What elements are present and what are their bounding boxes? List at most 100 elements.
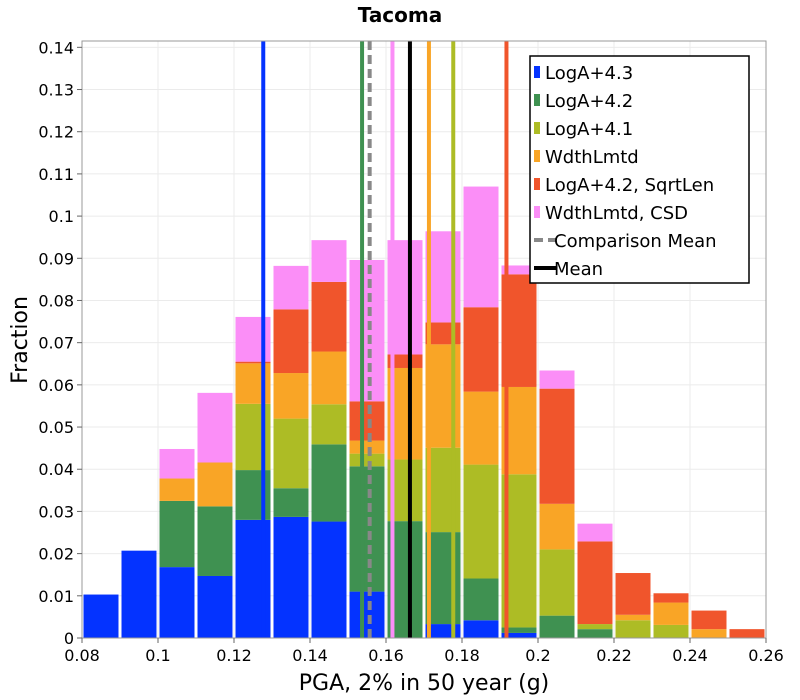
bar-segment-6 <box>159 448 195 479</box>
chart-title: Tacoma <box>358 3 443 27</box>
legend-swatch <box>534 178 540 190</box>
bar-segment-5 <box>615 573 651 615</box>
bar-segment-3 <box>539 549 575 616</box>
bar-segment-6 <box>577 523 613 542</box>
y-tick-label: 0.13 <box>38 81 74 100</box>
bar-segment-4 <box>615 614 651 621</box>
bar-segment-3 <box>463 464 499 579</box>
x-tick-label: 0.16 <box>368 646 404 665</box>
y-tick-label: 0.07 <box>38 334 74 353</box>
bar-segment-4 <box>159 478 195 501</box>
legend-label: Comparison Mean <box>554 231 717 252</box>
bar-segment-6 <box>539 370 575 389</box>
bar-segment-2 <box>197 506 233 576</box>
bar-segment-2 <box>463 578 499 621</box>
bar-segment-6 <box>197 392 233 463</box>
x-tick-label: 0.1 <box>145 646 170 665</box>
legend-swatch <box>534 66 540 78</box>
bar-segment-5 <box>539 388 575 504</box>
bar-segment-5 <box>349 401 385 441</box>
bar-segment-1 <box>349 591 385 638</box>
y-tick-label: 0.08 <box>38 291 74 310</box>
y-tick-label: 0 <box>64 629 74 648</box>
bar-segment-4 <box>349 440 385 454</box>
bar-segment-4 <box>539 503 575 550</box>
bar-segment-3 <box>273 418 309 489</box>
bar-segment-4 <box>197 462 233 507</box>
bar-segment-2 <box>159 500 195 568</box>
y-tick-label: 0.01 <box>38 587 74 606</box>
bar-segment-2 <box>501 627 537 633</box>
legend: LogA+4.3 LogA+4.2 LogA+4.1 WdthLmtd LogA+4.2… <box>529 55 750 284</box>
bar-segment-1 <box>311 521 347 638</box>
bar-segment-1 <box>463 620 499 638</box>
legend-label: LogA+4.2, SqrtLen <box>545 175 714 196</box>
bar-segment-6 <box>311 240 347 282</box>
x-tick-label: 0.14 <box>292 646 328 665</box>
bar-segment-3 <box>577 624 613 630</box>
bar-segment-3 <box>349 453 385 467</box>
legend-label: WdthLmtd, CSD <box>545 203 688 224</box>
bar-segment-5 <box>387 354 423 368</box>
bar-segment-6 <box>501 265 537 275</box>
legend-swatch <box>534 150 540 162</box>
bar-segment-4 <box>311 351 347 405</box>
x-tick-label: 0.12 <box>216 646 252 665</box>
legend-label: Mean <box>554 259 603 280</box>
bar-segment-4 <box>691 629 727 638</box>
y-tick-label: 0.03 <box>38 502 74 521</box>
legend-box <box>529 55 750 284</box>
bar-segment-5 <box>729 629 765 638</box>
bar-segment-1 <box>83 594 119 638</box>
bar-segment-1 <box>501 632 537 638</box>
mean-lines <box>261 41 509 638</box>
bar-segment-1 <box>197 575 233 638</box>
axis-ticks: 0.08 0.1 0.12 0.14 0.16 0.18 0.2 0.22 0.24 0.2600… <box>38 38 783 665</box>
bar-segment-5 <box>235 361 271 364</box>
y-tick-label: 0.02 <box>38 545 74 564</box>
bar-segment-5 <box>691 610 727 630</box>
bar-segment-3 <box>311 404 347 445</box>
bar-segment-2 <box>577 629 613 638</box>
legend-swatch <box>534 94 540 106</box>
legend-label: LogA+4.3 <box>545 63 633 84</box>
legend-label: LogA+4.2 <box>545 91 633 112</box>
bar-segment-6 <box>349 259 385 402</box>
bar-segment-4 <box>463 391 499 465</box>
y-tick-label: 0.1 <box>49 207 74 226</box>
y-axis-label: Fraction <box>8 296 33 384</box>
y-tick-label: 0.12 <box>38 123 74 142</box>
bar-segment-2 <box>311 444 347 522</box>
bar-segment-1 <box>159 567 195 638</box>
x-tick-label: 0.18 <box>444 646 480 665</box>
bar-segment-2 <box>273 488 309 517</box>
bar-segment-2 <box>539 615 575 638</box>
bar-segment-5 <box>653 593 689 603</box>
legend-swatch <box>534 122 540 134</box>
bar-segment-2 <box>349 466 385 592</box>
x-tick-label: 0.22 <box>596 646 632 665</box>
y-tick-label: 0.05 <box>38 418 74 437</box>
x-tick-label: 0.24 <box>672 646 708 665</box>
bar-segment-5 <box>311 281 347 352</box>
bar-segment-1 <box>273 516 309 638</box>
bar-segment-3 <box>615 620 651 638</box>
bar-segment-5 <box>463 307 499 392</box>
bar-segment-3 <box>653 624 689 638</box>
y-tick-label: 0.14 <box>38 38 74 57</box>
x-axis-label: PGA, 2% in 50 year (g) <box>299 671 550 696</box>
bar-segment-6 <box>463 186 499 308</box>
bar-segment-5 <box>577 541 613 625</box>
y-tick-label: 0.06 <box>38 376 74 395</box>
y-tick-label: 0.04 <box>38 460 74 479</box>
x-tick-label: 0.26 <box>748 646 784 665</box>
legend-swatch <box>534 206 540 218</box>
legend-label: WdthLmtd <box>545 147 639 168</box>
legend-label: LogA+4.1 <box>545 119 633 140</box>
y-tick-label: 0.11 <box>38 165 74 184</box>
bar-segment-6 <box>273 265 309 310</box>
x-tick-label: 0.08 <box>64 646 100 665</box>
plot-frame <box>81 40 767 639</box>
bar-segment-4 <box>653 602 689 625</box>
